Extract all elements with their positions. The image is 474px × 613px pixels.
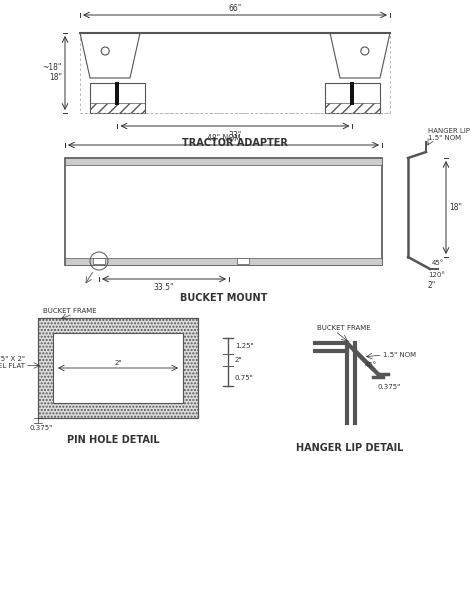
Bar: [38, 318, 198, 418]
Text: 2": 2": [235, 357, 243, 363]
Bar: [115, 82, 119, 105]
Bar: [325, 83, 380, 113]
Bar: [93, 258, 105, 264]
Bar: [90, 103, 145, 113]
Bar: [237, 258, 249, 264]
Text: BUCKET FRAME: BUCKET FRAME: [317, 325, 371, 331]
Text: HANGER LIP DETAIL: HANGER LIP DETAIL: [296, 443, 404, 453]
Text: 48" NOM: 48" NOM: [207, 134, 240, 143]
Bar: [65, 158, 382, 265]
Bar: [53, 333, 183, 403]
Text: 18": 18": [449, 203, 462, 212]
Bar: [350, 82, 354, 105]
Text: 1.25": 1.25": [235, 343, 254, 349]
Text: 45°: 45°: [365, 362, 377, 368]
Text: BUCKET MOUNT: BUCKET MOUNT: [180, 293, 267, 303]
Text: PIN HOLE DETAIL: PIN HOLE DETAIL: [67, 435, 159, 445]
Text: BUCKET FRAME: BUCKET FRAME: [43, 308, 97, 314]
Bar: [90, 83, 145, 113]
Text: 0.375" X 2"
STEEL FLAT: 0.375" X 2" STEEL FLAT: [0, 356, 25, 369]
Text: 1.5" NOM: 1.5" NOM: [428, 135, 461, 141]
Text: 0.75": 0.75": [235, 375, 254, 381]
Text: 0.375": 0.375": [30, 425, 53, 431]
Text: ~18": ~18": [43, 63, 62, 72]
Text: 120°: 120°: [428, 272, 445, 278]
Text: 0.375": 0.375": [378, 384, 401, 390]
Text: 33": 33": [228, 131, 242, 140]
Text: TRACTOR ADAPTER: TRACTOR ADAPTER: [182, 138, 288, 148]
Bar: [65, 258, 382, 265]
Text: 2": 2": [114, 360, 122, 366]
Bar: [80, 33, 390, 113]
Bar: [325, 103, 380, 113]
Bar: [65, 158, 382, 165]
Text: HANGER LIP: HANGER LIP: [428, 128, 470, 134]
Bar: [38, 318, 198, 418]
Text: 1.5" NOM: 1.5" NOM: [383, 352, 416, 358]
Text: 45°: 45°: [432, 260, 444, 266]
Text: 66": 66": [228, 4, 242, 13]
Text: 2": 2": [428, 281, 436, 289]
Text: 33.5": 33.5": [154, 283, 174, 292]
Text: 18": 18": [49, 72, 62, 82]
